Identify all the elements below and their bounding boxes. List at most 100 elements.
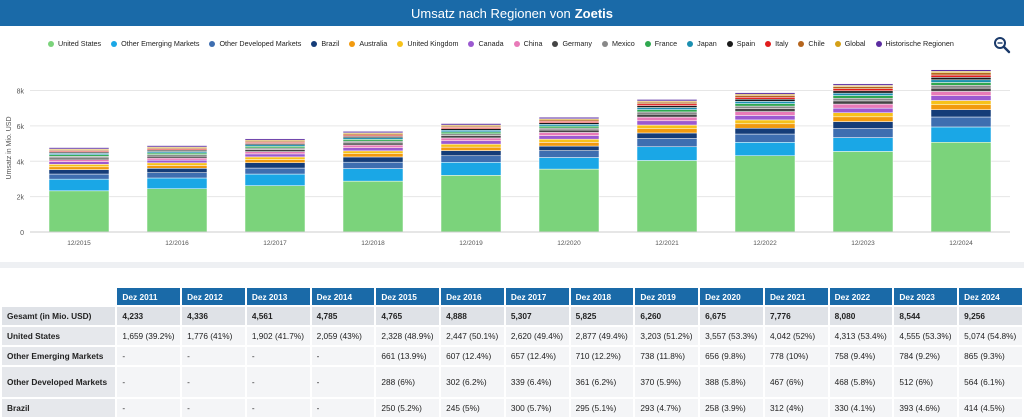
legend-swatch (644, 40, 651, 47)
bar-segment (832, 128, 894, 138)
legend-item[interactable]: United Kingdom (397, 39, 458, 48)
zoom-icon[interactable] (993, 36, 1011, 54)
table-cell: 6,675 (700, 307, 763, 325)
legend-item[interactable]: Other Emerging Markets (111, 39, 199, 48)
legend-item[interactable]: Japan (687, 39, 717, 48)
bar-segment (538, 117, 600, 120)
row-label: Other Emerging Markets (2, 347, 116, 365)
x-tick-label: 12/2020 (557, 240, 581, 247)
bar-segment (930, 85, 992, 89)
table-row: Brazil - - - -250 (5.2%) 245 (5%) 300 (5.7%) 29… (2, 399, 1022, 417)
table-cell: 778 (10%) (764, 347, 828, 365)
bar-segment (342, 180, 404, 233)
legend-item[interactable]: Canada (468, 39, 504, 48)
bar-segment (636, 105, 698, 108)
bar-segment (342, 150, 404, 154)
legend-item[interactable]: Chile (798, 39, 825, 48)
legend-swatch (209, 40, 216, 47)
column-header: Dez 2024 (959, 288, 1022, 305)
y-tick-label: 8k (17, 89, 25, 96)
legend-item[interactable]: Global (834, 39, 866, 48)
table-cell: 370 (5.9%) (635, 367, 699, 397)
chart-title: Umsatz nach Regionen von (411, 5, 571, 21)
bar-segment (244, 149, 306, 152)
bar-segment (832, 83, 894, 86)
table-cell: 1,902 (41.7%) (246, 327, 310, 345)
table-cell: 607 (12.4%) (441, 347, 504, 365)
legend-item[interactable]: Historische Regionen (875, 39, 954, 48)
table-cell: 258 (3.9%) (700, 399, 763, 417)
table-cell: 5,307 (505, 307, 569, 325)
bar-segment (538, 125, 600, 129)
bar-segment (832, 112, 894, 118)
bar-segment (636, 107, 698, 110)
table-cell: 339 (6.4%) (505, 367, 569, 397)
table-cell: 302 (6.2%) (441, 367, 504, 397)
column-header: Dez 2013 (246, 288, 310, 305)
legend-item[interactable]: Australia (349, 39, 387, 48)
legend-item[interactable]: United States (48, 39, 101, 48)
legend-swatch (311, 40, 318, 47)
bar-segment (930, 126, 992, 143)
legend-swatch (111, 40, 118, 47)
legend-item[interactable]: Other Developed Markets (209, 39, 301, 48)
legend-item[interactable]: Brazil (311, 39, 339, 48)
bar-segment (146, 168, 208, 173)
legend-item[interactable]: China (513, 39, 542, 48)
x-tick-label: 12/2023 (851, 240, 875, 247)
legend-label: Chile (808, 39, 825, 48)
table-cell: 2,059 (43%) (311, 327, 375, 345)
bar-segment (930, 95, 992, 101)
row-label: Other Developed Markets (2, 367, 116, 397)
x-tick-label: 12/2017 (263, 240, 287, 247)
bar-segment (440, 133, 502, 136)
table-cell: 4,765 (376, 307, 440, 325)
bar-segment (734, 95, 796, 98)
stacked-bar-chart: 0 2k 4k 6k 8k Umsatz in Mio. USD 12/2015 12/201… (6, 69, 1010, 247)
bar-segment (538, 135, 600, 140)
legend-label: Global (844, 39, 866, 48)
bar-segment (48, 190, 110, 233)
table-row: Gesamt (in Mio. USD) 4,233 4,336 4,561 4,785… (2, 307, 1022, 325)
legend-item[interactable]: Spain (726, 39, 755, 48)
bar-segment (734, 133, 796, 143)
y-tick-label: 4k (17, 159, 25, 166)
table-cell: 657 (12.4%) (505, 347, 569, 365)
table-cell: - (117, 347, 181, 365)
bar-segment (734, 92, 796, 95)
legend-item[interactable]: Germany (552, 39, 592, 48)
bar-segment (734, 111, 796, 116)
bar-segment (342, 139, 404, 142)
table-cell: 2,620 (49.4%) (505, 327, 569, 345)
table-cell: 738 (11.8%) (635, 347, 699, 365)
table-cell: - (311, 347, 375, 365)
table-cell: - (311, 367, 375, 397)
row-label: United States (2, 327, 116, 345)
column-header: Dez 2018 (570, 288, 634, 305)
column-header: Dez 2022 (829, 288, 893, 305)
bar-segment (48, 166, 110, 170)
column-header: Dez 2020 (700, 288, 763, 305)
bar-segment (440, 175, 502, 233)
bar-segment (734, 103, 796, 107)
table-cell: 1,659 (39.2%) (117, 327, 181, 345)
table-cell: - (246, 347, 310, 365)
bar-segment (636, 111, 698, 115)
bar-segment (146, 188, 208, 233)
table-cell: 4,336 (182, 307, 245, 325)
legend-label: Other Developed Markets (219, 39, 302, 48)
table-cell: 468 (5.8%) (829, 367, 893, 397)
table-cell: - (311, 399, 375, 417)
legend-item[interactable]: Italy (765, 39, 788, 48)
bar-segment (146, 177, 208, 189)
legend-label: Brazil (321, 39, 340, 48)
legend-item[interactable]: France (644, 39, 677, 48)
bar-segment (538, 132, 600, 136)
bar-segment (440, 135, 502, 139)
legend-swatch (834, 40, 841, 47)
legend-item[interactable]: Mexico (602, 39, 635, 48)
bar-segment (930, 109, 992, 118)
bar-segment (734, 115, 796, 121)
bar-segment (636, 146, 698, 161)
bar-segment (734, 127, 796, 135)
